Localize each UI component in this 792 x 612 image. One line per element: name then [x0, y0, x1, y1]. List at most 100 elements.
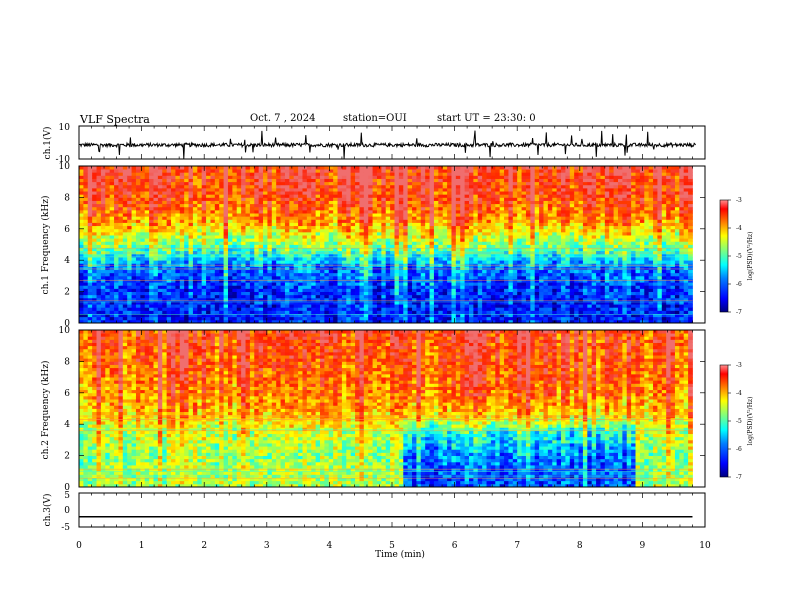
- spectrogram-cell: [381, 184, 387, 189]
- spectrogram-cell: [179, 304, 185, 308]
- spectrogram-cell: [223, 235, 229, 239]
- spectrogram-cell: [258, 304, 264, 308]
- spectrogram-cell: [131, 260, 137, 264]
- spectrogram-cell: [127, 301, 132, 305]
- spectrogram-cell: [241, 194, 246, 198]
- spectrogram-cell: [429, 275, 435, 280]
- spectrogram-cell: [381, 279, 387, 283]
- spectrogram-cell: [175, 175, 181, 179]
- spectrogram-cell: [135, 285, 141, 289]
- spectrogram-cell: [451, 247, 457, 252]
- spectrogram-cell: [276, 209, 281, 214]
- spectrogram-cell: [355, 316, 360, 321]
- spectrogram-cell: [118, 272, 124, 277]
- spectrogram-cell: [416, 178, 422, 183]
- spectrogram-cell: [284, 310, 290, 314]
- spectrogram-cell: [372, 228, 378, 233]
- spectrogram-cell: [464, 307, 470, 311]
- spectrogram-cell: [469, 181, 474, 186]
- spectrogram-cell: [201, 253, 207, 258]
- spectrogram-cell: [302, 238, 308, 242]
- spectrogram-cell: [210, 297, 216, 302]
- spectrogram-cell: [376, 228, 382, 233]
- spectrogram-cell: [376, 216, 382, 220]
- spectrogram-cell: [433, 260, 439, 264]
- spectrogram-cell: [149, 222, 154, 227]
- spectrogram-cell: [298, 228, 303, 233]
- spectrogram-cell: [298, 260, 303, 264]
- spectrogram-cell: [425, 222, 430, 227]
- spectrogram-cell: [315, 178, 321, 183]
- spectrogram-cell: [311, 222, 317, 227]
- spectrogram-cell: [166, 307, 172, 311]
- spectrogram-cell: [320, 219, 325, 223]
- spectrogram-cell: [433, 313, 439, 318]
- spectrogram-cell: [504, 225, 509, 230]
- spectrogram-cell: [438, 178, 444, 183]
- spectrogram-cell: [486, 288, 492, 292]
- spectrogram-cell: [447, 175, 452, 179]
- spectrogram-cell: [482, 316, 487, 321]
- spectrogram-cell: [442, 307, 448, 311]
- spectrogram-cell: [79, 250, 84, 255]
- spectrogram-cell: [140, 187, 146, 192]
- spectrogram-cell: [394, 235, 400, 239]
- spectrogram-cell: [153, 178, 159, 183]
- spectrogram-cell: [214, 222, 220, 227]
- spectrogram-cell: [447, 260, 452, 264]
- spectrogram-cell: [171, 310, 176, 314]
- spectrogram-cell: [486, 225, 492, 230]
- spectrogram-cell: [350, 238, 356, 242]
- spectrogram-cell: [425, 313, 430, 318]
- spectrogram-cell: [311, 175, 317, 179]
- spectrogram-cell: [241, 200, 246, 205]
- spectrogram-cell: [100, 297, 106, 302]
- spectrogram-cell: [403, 184, 409, 189]
- spectrogram-cell: [381, 191, 387, 195]
- spectrogram-cell: [249, 313, 255, 318]
- spectrogram-cell: [385, 307, 391, 311]
- spectrogram-cell: [394, 184, 400, 189]
- spectrogram-cell: [284, 197, 290, 201]
- spectrogram-cell: [429, 241, 435, 245]
- spectrogram-cell: [214, 219, 220, 223]
- spectrogram-cell: [227, 231, 233, 236]
- spectrogram-cell: [328, 200, 334, 205]
- spectrogram-cell: [473, 288, 479, 292]
- spectrogram-cell: [425, 225, 430, 230]
- spectrogram-cell: [324, 288, 330, 292]
- spectrogram-cell: [306, 288, 312, 292]
- spectrogram-cell: [92, 250, 97, 255]
- spectrogram-cell: [464, 313, 470, 318]
- spectrogram-cell: [188, 181, 194, 186]
- spectrogram-cell: [403, 250, 409, 255]
- spectrogram-cell: [157, 301, 163, 305]
- spectrogram-cell: [254, 253, 260, 258]
- spectrogram-cell: [451, 181, 457, 186]
- spectrogram-cell: [284, 297, 290, 302]
- spectrogram-cell: [197, 194, 203, 198]
- spectrogram-cell: [245, 181, 251, 186]
- spectrogram-cell: [320, 310, 325, 314]
- spectrogram-cell: [482, 209, 487, 214]
- spectrogram-cell: [486, 231, 492, 236]
- spectrogram-cell: [442, 216, 448, 220]
- spectrogram-cell: [214, 225, 220, 230]
- spectrogram-cell: [385, 194, 391, 198]
- spectrogram-cell: [324, 282, 330, 286]
- spectrogram-cell: [149, 282, 154, 286]
- spectrogram-cell: [320, 197, 325, 201]
- spectrogram-cell: [201, 257, 207, 261]
- spectrogram-cell: [232, 172, 238, 176]
- spectrogram-cell: [236, 250, 242, 255]
- spectrogram-cell: [350, 266, 356, 271]
- spectrogram-cell: [267, 247, 273, 252]
- spectrogram-cell: [315, 213, 321, 217]
- spectrogram-cell: [412, 231, 417, 236]
- spectrogram-cell: [324, 197, 330, 201]
- spectrogram-cell: [188, 304, 194, 308]
- spectrogram-cell: [298, 191, 303, 195]
- spectrogram-cell: [495, 228, 501, 233]
- spectrogram-cell: [201, 288, 207, 292]
- spectrogram-cell: [135, 307, 141, 311]
